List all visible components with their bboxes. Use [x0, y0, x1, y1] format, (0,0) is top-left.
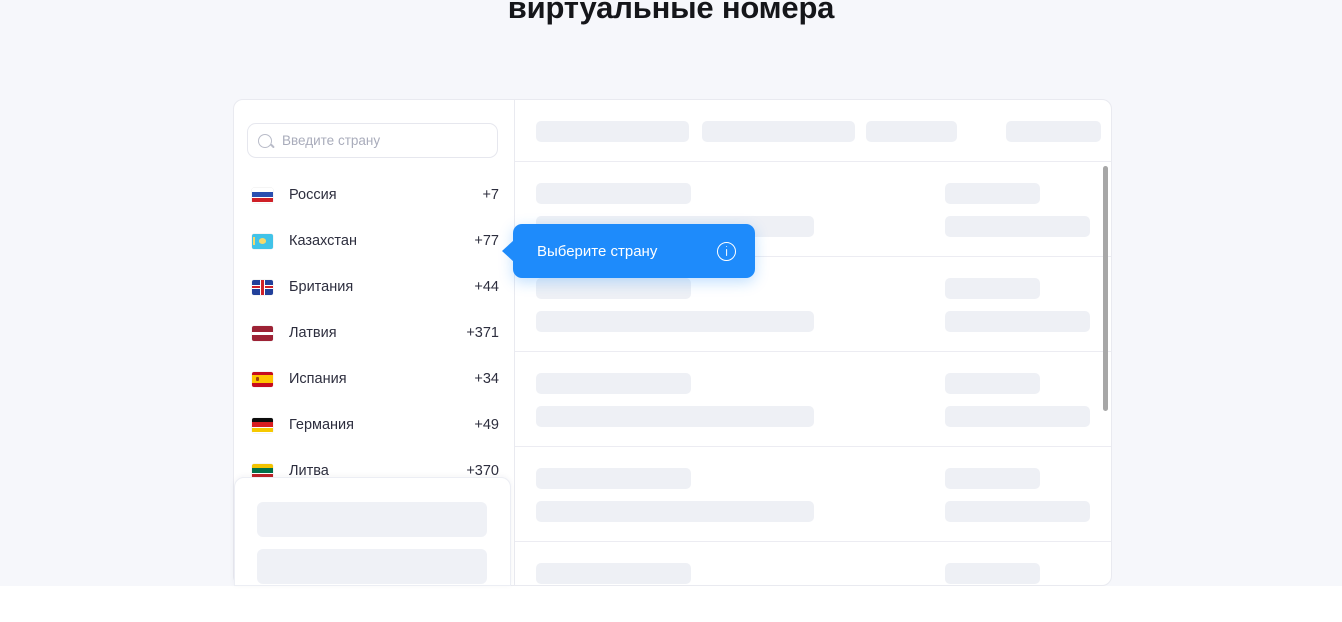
skeleton-bar: [536, 563, 691, 584]
skeleton-bar: [945, 406, 1090, 427]
skeleton-bar: [945, 278, 1040, 299]
skeleton-bar: [945, 468, 1040, 489]
skeleton-divider: [515, 541, 1111, 542]
country-code: +370: [466, 463, 499, 479]
search-input[interactable]: [282, 133, 477, 148]
skeleton-bar: [536, 373, 691, 394]
page-title: виртуальные номера: [507, 0, 835, 25]
skeleton-bar: [536, 278, 691, 299]
country-list-item[interactable]: Казахстан +77: [234, 218, 515, 264]
skeleton-bar: [536, 121, 689, 142]
skeleton-divider: [515, 256, 1111, 257]
country-name: Латвия: [289, 325, 337, 341]
country-name: Литва: [289, 463, 329, 479]
flag-icon-gb: [252, 279, 273, 295]
flag-icon-ru: [252, 187, 273, 203]
flag-icon-es: [252, 371, 273, 387]
skeleton-bar: [536, 183, 691, 204]
country-list-item[interactable]: Латвия +371: [234, 310, 515, 356]
country-code: +371: [466, 325, 499, 341]
country-panel: Россия +7 Казахстан +77: [234, 100, 515, 585]
flag-icon-lv: [252, 325, 273, 341]
skeleton-divider: [515, 351, 1111, 352]
country-name: Россия: [289, 187, 337, 203]
skeleton-bar: [257, 549, 487, 584]
search-icon: [258, 133, 272, 148]
country-list-item[interactable]: Британия +44: [234, 264, 515, 310]
skeleton-bar: [945, 311, 1090, 332]
info-icon[interactable]: [717, 241, 736, 261]
select-country-tooltip[interactable]: Выберите страну: [502, 224, 755, 278]
country-code: +34: [474, 371, 499, 387]
skeleton-divider: [515, 161, 1111, 162]
skeleton-bar: [536, 406, 814, 427]
results-skeleton-panel: [515, 100, 1111, 585]
country-name: Казахстан: [289, 233, 357, 249]
skeleton-bar: [702, 121, 855, 142]
tooltip-label: Выберите страну: [537, 242, 658, 260]
secondary-loading-card: [234, 477, 511, 586]
skeleton-divider: [515, 446, 1111, 447]
country-code: +77: [474, 233, 499, 249]
skeleton-bar: [536, 468, 691, 489]
country-list-item[interactable]: Испания +34: [234, 356, 515, 402]
country-search-box[interactable]: [247, 123, 498, 158]
skeleton-bar: [536, 501, 814, 522]
flag-icon-lt: [252, 463, 273, 479]
skeleton-bar: [945, 563, 1040, 584]
country-name: Германия: [289, 417, 355, 433]
skeleton-bar: [1006, 121, 1101, 142]
country-name: Испания: [289, 371, 347, 387]
country-code: +49: [474, 417, 499, 433]
skeleton-bar: [945, 501, 1090, 522]
skeleton-bar: [257, 502, 487, 537]
skeleton-bar: [945, 216, 1090, 237]
country-code: +7: [482, 187, 499, 203]
country-code: +44: [474, 279, 499, 295]
skeleton-bar: [536, 311, 814, 332]
skeleton-bar: [945, 183, 1040, 204]
skeleton-bar: [945, 373, 1040, 394]
country-list-item[interactable]: Литва +370: [234, 448, 515, 494]
country-list-item[interactable]: Германия +49: [234, 402, 515, 448]
skeleton-bar: [866, 121, 957, 142]
country-list[interactable]: Россия +7 Казахстан +77: [234, 172, 515, 585]
flag-icon-de: [252, 417, 273, 433]
flag-icon-kz: [252, 233, 273, 249]
country-name: Британия: [289, 279, 354, 295]
tooltip-arrow: [502, 240, 514, 262]
skeleton-scrollbar[interactable]: [1103, 166, 1108, 411]
country-list-item[interactable]: Россия +7: [234, 172, 515, 218]
